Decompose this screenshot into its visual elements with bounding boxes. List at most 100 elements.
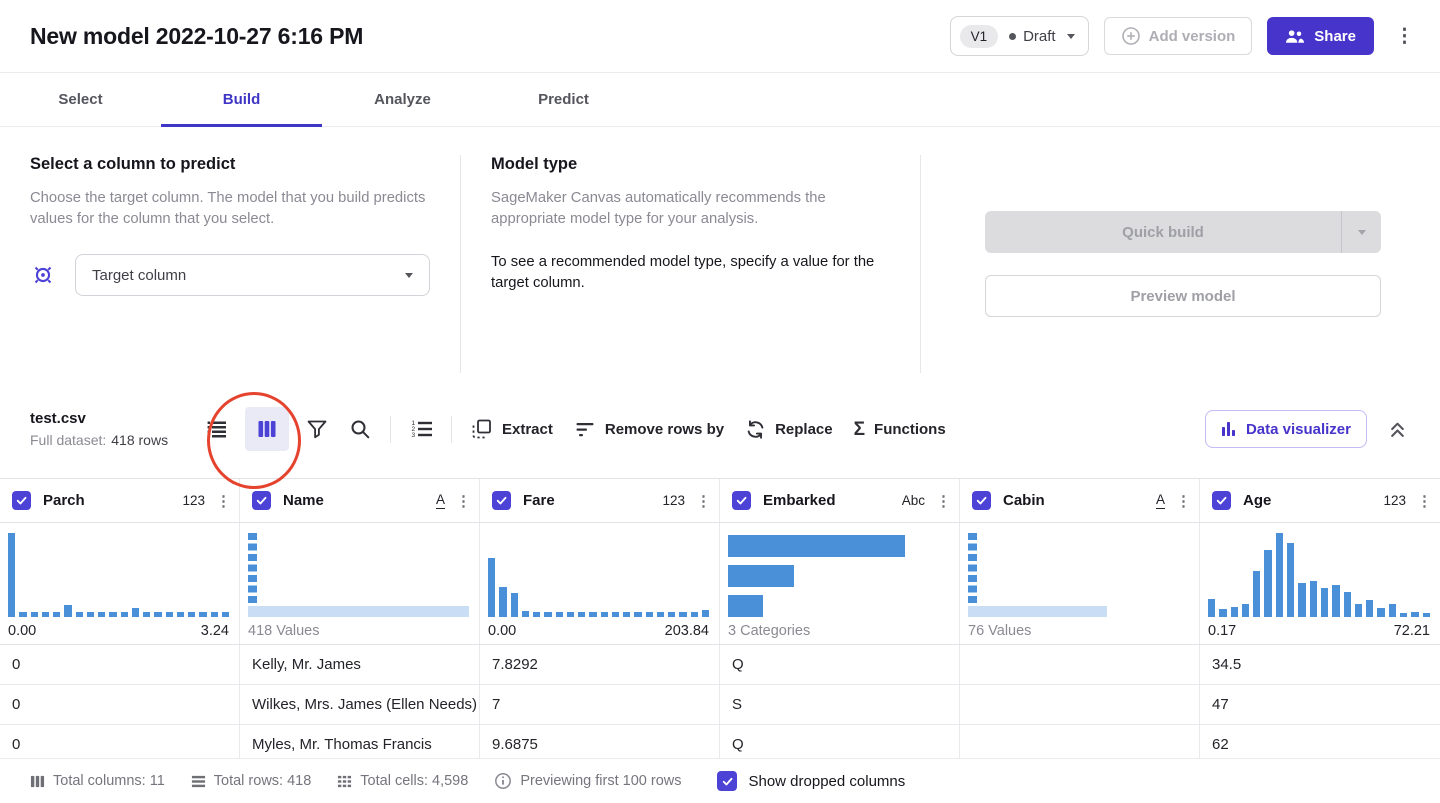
table-cell[interactable] [960,725,1200,764]
bar-chart-icon [1221,422,1235,436]
unique-values-chart [248,533,469,617]
dataset-row-count: 418 rows [111,432,169,448]
column-menu-icon[interactable]: ⋮ [456,492,471,510]
table-cell[interactable]: 0 [0,725,240,764]
add-version-label: Add version [1148,27,1236,45]
table-cell[interactable]: Kelly, Mr. James [240,645,480,684]
table-cell[interactable]: S [720,685,960,724]
table-row: 0 Kelly, Mr. James 7.8292 Q 34.5 [0,645,1440,685]
total-rows-stat: Total rows: 418 [191,773,312,789]
plus-circle-icon [1121,27,1140,45]
header-menu-icon[interactable]: ⋮ [1395,25,1414,47]
column-checkbox[interactable] [492,491,511,510]
column-header-fare: Fare 123 ⋮ [480,479,720,522]
replace-button[interactable]: Replace [741,419,837,440]
extract-label: Extract [502,420,553,438]
table-cell[interactable]: Wilkes, Mrs. James (Ellen Needs) [240,685,480,724]
column-header-cabin: Cabin A ⋮ [960,479,1200,522]
tab-analyze[interactable]: Analyze [374,91,431,108]
rows-icon [191,775,205,787]
column-name: Embarked [763,492,836,509]
quick-build-dropdown[interactable] [1341,211,1381,253]
column-menu-icon[interactable]: ⋮ [1417,492,1432,510]
status-bar: Total columns: 11 Total rows: 418 Total … [0,758,1440,803]
table-cell[interactable] [960,645,1200,684]
histogram-max-label: 203.84 [664,623,709,639]
column-checkbox[interactable] [1212,491,1231,510]
functions-button[interactable]: Σ Functions [850,420,950,439]
rows-view-button[interactable] [202,414,232,444]
add-version-button[interactable]: Add version [1103,17,1253,55]
dataset-table: Parch 123 ⋮ Name A ⋮ Fare 123 ⋮ Embarked Abc ⋮ Cabin… [0,478,1440,765]
model-type-description: SageMaker Canvas automatically recommend… [491,190,826,227]
target-column-panel: Select a column to predict Choose the ta… [30,155,430,296]
remove-rows-button[interactable]: Remove rows by [570,418,728,440]
column-checkbox[interactable] [972,491,991,510]
table-cell[interactable]: 0 [0,645,240,684]
extract-button[interactable]: Extract [467,418,557,440]
table-cell[interactable] [960,685,1200,724]
quick-build-button[interactable]: Quick build [985,211,1381,253]
column-name: Cabin [1003,492,1045,509]
show-dropped-columns-toggle[interactable]: Show dropped columns [717,771,905,791]
histogram-bars [488,533,709,617]
column-menu-icon[interactable]: ⋮ [216,492,231,510]
preview-model-button[interactable]: Preview model [985,275,1381,317]
column-header-embarked: Embarked Abc ⋮ [720,479,960,522]
table-cell[interactable]: 62 [1212,736,1229,753]
column-checkbox[interactable] [732,491,751,510]
total-rows-label: Total rows: 418 [213,773,312,789]
data-visualizer-button[interactable]: Data visualizer [1204,410,1367,448]
tab-build[interactable]: Build [161,73,322,127]
quick-build-label: Quick build [1122,223,1204,241]
table-cell[interactable]: 34.5 [1212,656,1242,673]
category-bars [728,533,949,617]
column-histogram-name: 418 Values [240,523,480,644]
sigma-icon: Σ [853,418,866,440]
table-cell[interactable]: 0 [0,685,240,724]
target-section-title: Select a column to predict [30,155,236,173]
dataset-file-name: test.csv [30,410,86,427]
histogram-max-label: 3.24 [200,623,229,639]
table-cell[interactable]: Myles, Mr. Thomas Francis [240,725,480,764]
table-cell[interactable]: 7.8292 [480,645,720,684]
target-icon [34,266,52,284]
table-cell[interactable]: Q [720,645,960,684]
column-type-label: 123 [182,493,205,508]
target-column-dropdown[interactable]: Target column [75,254,430,296]
table-cell[interactable]: 47 [1212,696,1229,713]
numbered-list-icon: 123 [411,420,432,439]
toolbar-divider [390,415,391,443]
chevron-down-icon [405,272,413,278]
remove-rows-label: Remove rows by [604,420,725,438]
version-selector[interactable]: V1 Draft [949,16,1089,56]
filter-funnel-icon [307,420,327,439]
column-checkbox[interactable] [252,491,271,510]
share-button[interactable]: Share [1267,17,1374,55]
filter-button[interactable] [302,414,332,444]
column-checkbox[interactable] [12,491,31,510]
collapse-panel-button[interactable] [1384,416,1410,442]
table-cell[interactable]: Q [720,725,960,764]
table-cell[interactable]: 9.6875 [480,725,720,764]
column-menu-icon[interactable]: ⋮ [696,492,711,510]
dataset-file-info: test.csv Full dataset: 418 rows [30,410,202,448]
replace-arrows-icon [747,419,764,439]
column-menu-icon[interactable]: ⋮ [1176,492,1191,510]
table-cell[interactable]: 7 [480,685,720,724]
panel-divider [460,155,461,373]
search-button[interactable] [345,414,375,444]
column-type-label: 123 [1383,493,1406,508]
target-section-description: Choose the target column. The model that… [30,190,426,227]
table-histogram-row: 0.00 3.24 418 Values 0.00 203.84 3 Categories… [0,523,1440,645]
grid-icon [338,775,352,787]
tab-select[interactable]: Select [58,91,103,108]
column-type-label: A [435,492,445,509]
tab-predict[interactable]: Predict [538,91,589,108]
column-menu-icon[interactable]: ⋮ [936,492,951,510]
columns-view-button[interactable] [245,407,289,451]
checkbox-checked-icon[interactable] [717,771,738,791]
